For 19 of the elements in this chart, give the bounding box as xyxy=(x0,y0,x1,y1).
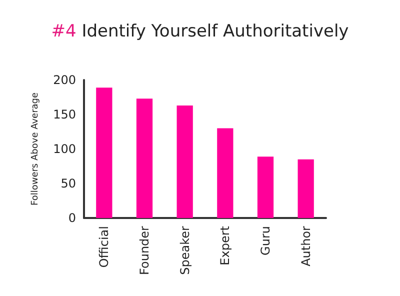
bar xyxy=(176,106,193,218)
y-tick-label: 0 xyxy=(68,211,76,225)
bar xyxy=(136,98,153,218)
bar xyxy=(257,156,274,218)
x-tick-label: Founder xyxy=(138,226,152,275)
chart-title: #4 Identify Yourself Authoritatively xyxy=(51,22,349,42)
x-tick-label: Official xyxy=(97,226,112,268)
y-tick-label: 50 xyxy=(60,176,76,190)
y-tick-label: 100 xyxy=(53,142,76,156)
bar xyxy=(217,128,234,218)
x-tick-label: Author xyxy=(298,226,313,266)
x-tick-label: Guru xyxy=(258,226,272,256)
bar xyxy=(298,159,314,218)
x-tick-label: Expert xyxy=(218,226,232,266)
bar xyxy=(96,88,112,218)
y-tick-label: 150 xyxy=(53,108,76,122)
x-tick-label: Speaker xyxy=(178,226,192,275)
y-tick-label: 200 xyxy=(53,73,76,87)
y-axis-title: Followers Above Average xyxy=(30,92,40,206)
